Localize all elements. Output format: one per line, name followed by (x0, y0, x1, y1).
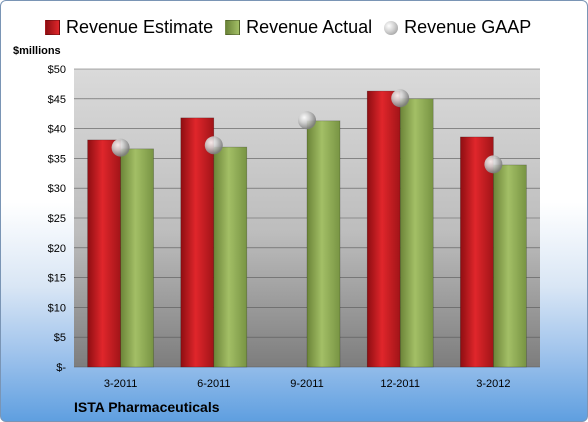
y-tick-label: $30 (48, 183, 66, 195)
x-tick-label: 3-2011 (104, 378, 137, 390)
legend-swatch-estimate (45, 20, 60, 35)
y-tick-label: $20 (48, 243, 66, 255)
marker-revenue-gaap (391, 89, 410, 108)
y-tick-label: $50 (48, 64, 66, 76)
company-name: ISTA Pharmaceuticals (74, 399, 220, 415)
legend: Revenue Estimate Revenue Actual Revenue … (45, 17, 543, 38)
legend-label-actual: Revenue Actual (246, 17, 373, 37)
y-tick-label: $10 (48, 302, 66, 314)
bar-revenue-actual (493, 164, 527, 368)
y-tick-label: $- (56, 362, 66, 374)
x-tick-label: 9-2011 (290, 378, 323, 390)
bar-revenue-estimate (460, 136, 494, 368)
marker-revenue-gaap (298, 111, 316, 130)
y-tick-label: $45 (48, 94, 66, 106)
x-tick-label: 3-2012 (476, 378, 510, 390)
x-tick-label: 12-2011 (380, 378, 420, 390)
bar-revenue-actual (399, 98, 434, 368)
bar-revenue-estimate (366, 90, 401, 368)
y-axis-unit-label: $millions (13, 45, 61, 57)
bar-revenue-actual (306, 120, 341, 368)
y-tick-label: $40 (48, 124, 66, 136)
legend-item-revenue-actual: Revenue Actual (225, 17, 372, 38)
bar-revenue-actual (120, 148, 154, 368)
y-tick-label: $25 (48, 213, 66, 225)
legend-marker-gaap (384, 20, 399, 35)
legend-label-gaap: Revenue GAAP (404, 17, 532, 37)
x-tick-label: 6-2011 (197, 378, 230, 390)
y-tick-label: $15 (48, 273, 66, 285)
y-tick-label: $35 (48, 153, 66, 165)
marker-revenue-gaap (204, 136, 223, 155)
marker-revenue-gaap (111, 138, 130, 157)
bar-revenue-estimate (87, 139, 121, 368)
marker-revenue-gaap (484, 155, 503, 174)
y-tick-label: $5 (54, 332, 66, 344)
legend-item-revenue-gaap: Revenue GAAP (384, 17, 531, 38)
bar-revenue-estimate (180, 117, 215, 368)
legend-swatch-actual (225, 20, 241, 35)
legend-label-estimate: Revenue Estimate (66, 17, 214, 37)
legend-item-revenue-estimate: Revenue Estimate (45, 17, 213, 38)
bar-revenue-actual (213, 146, 248, 368)
